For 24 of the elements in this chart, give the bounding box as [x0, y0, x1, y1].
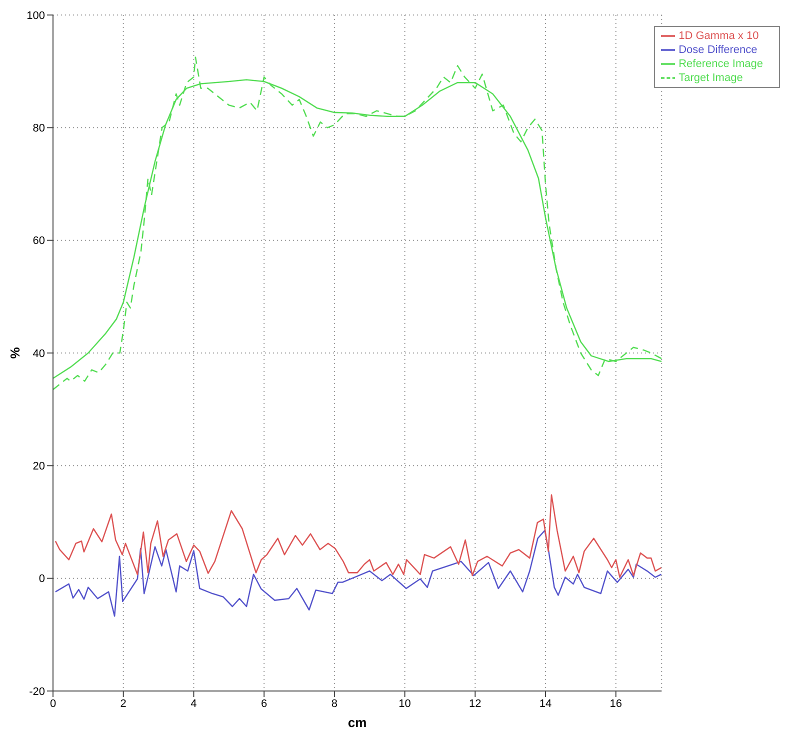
y-tick-label: 0 [38, 573, 45, 586]
y-tick-label: 80 [32, 122, 45, 135]
x-tick-label: 14 [539, 698, 552, 710]
y-tick-label: 40 [32, 348, 45, 360]
y-tick-label: 100 [26, 10, 45, 22]
x-axis-title: cm [348, 715, 367, 730]
y-tick-label: -20 [29, 686, 45, 698]
x-tick-label: 8 [331, 698, 338, 710]
y-tick-label: 20 [32, 460, 45, 473]
x-tick-label: 6 [261, 698, 268, 710]
legend-label: Dose Difference [678, 44, 758, 56]
y-tick-label: 60 [32, 235, 45, 248]
line-series [54, 494, 662, 578]
x-tick-label: 0 [50, 698, 56, 710]
line-series [54, 530, 662, 617]
x-tick-label: 10 [398, 698, 411, 710]
x-tick-label: 12 [469, 698, 482, 710]
y-axis-title: % [8, 346, 23, 359]
x-tick-label: 16 [610, 698, 622, 710]
legend-label: Target Image [678, 72, 743, 84]
x-tick-label: 4 [190, 698, 197, 710]
legend-label: 1D Gamma x 10 [678, 30, 759, 42]
x-tick-label: 2 [120, 698, 126, 710]
legend-label: Reference Image [678, 58, 763, 70]
